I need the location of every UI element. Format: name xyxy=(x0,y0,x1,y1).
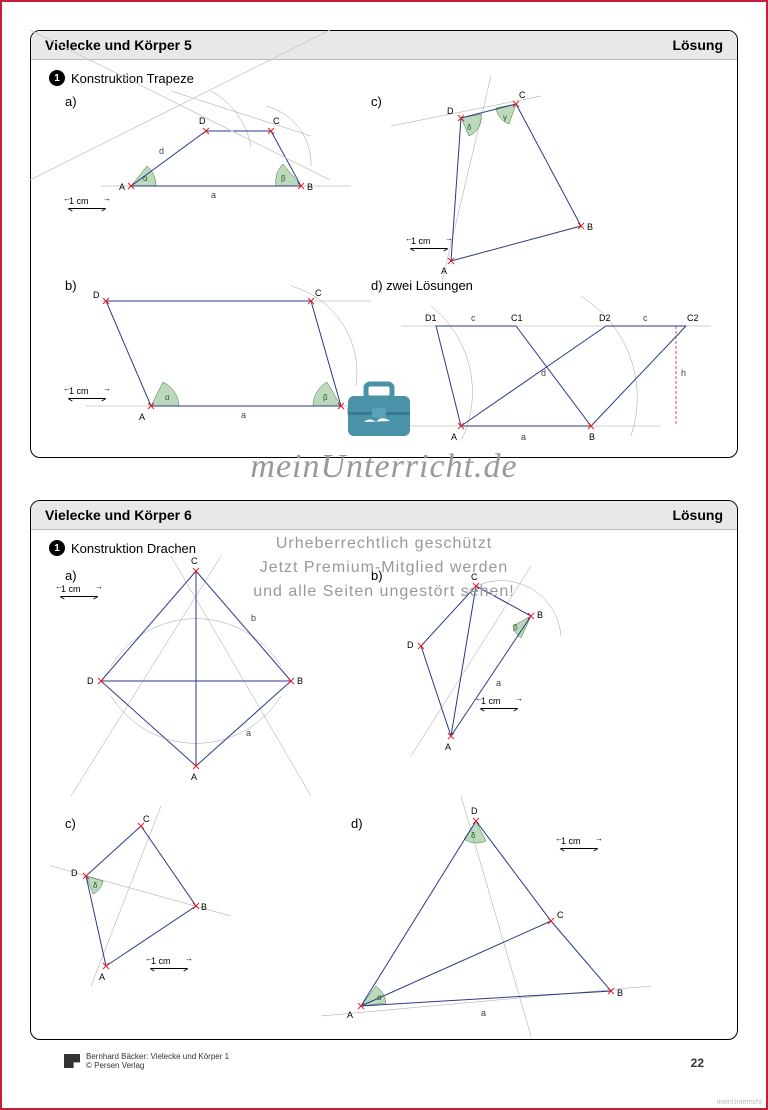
box-solution-label: Lösung xyxy=(672,37,723,53)
svg-text:D: D xyxy=(87,676,94,686)
box-header: Vielecke und Körper 5 Lösung xyxy=(31,31,737,60)
svg-text:C: C xyxy=(557,910,564,920)
svg-text:a: a xyxy=(481,1008,486,1018)
scale-marker: ←→ 1 cm xyxy=(69,196,105,209)
svg-text:a: a xyxy=(241,410,246,420)
svg-text:A: A xyxy=(191,772,197,782)
svg-text:β: β xyxy=(281,174,286,183)
svg-text:α: α xyxy=(377,993,382,1002)
box-title: Vielecke und Körper 5 xyxy=(45,37,192,53)
svg-text:a: a xyxy=(496,678,501,688)
svg-text:δ: δ xyxy=(471,831,476,840)
watermark-line: Jetzt Premium-Mitglied werden xyxy=(0,556,768,580)
briefcase-icon xyxy=(340,378,418,445)
watermark-line: und alle Seiten ungestört sehen! xyxy=(0,580,768,604)
footer-publisher: © Persen Verlag xyxy=(86,1061,229,1070)
svg-text:δ: δ xyxy=(467,123,472,132)
scale-marker: ←→ 1 cm xyxy=(411,236,447,249)
task-line: 1 Konstruktion Trapeze xyxy=(31,60,737,86)
svg-text:α: α xyxy=(165,393,170,402)
figure-2c: A B C D δ xyxy=(61,816,241,986)
svg-text:C2: C2 xyxy=(687,313,699,323)
copyright-badge: meinUnterricht xyxy=(716,1099,762,1106)
task-text: Konstruktion Trapeze xyxy=(71,71,194,86)
svg-text:B: B xyxy=(587,222,593,232)
svg-text:b: b xyxy=(251,613,256,623)
watermark-line: Urheberrechtlich geschützt xyxy=(0,532,768,556)
svg-text:γ: γ xyxy=(503,113,507,122)
svg-text:B: B xyxy=(201,902,207,912)
svg-text:β: β xyxy=(513,623,518,632)
svg-text:d: d xyxy=(541,368,546,378)
task-number-badge: 1 xyxy=(49,70,65,86)
svg-text:C: C xyxy=(143,814,150,824)
svg-text:a: a xyxy=(521,432,526,442)
scale-label: 1 cm xyxy=(69,386,89,396)
svg-text:C: C xyxy=(273,116,280,126)
svg-text:A: A xyxy=(451,432,457,442)
sublabel-c: c) xyxy=(371,94,382,109)
scale-label: 1 cm xyxy=(69,196,89,206)
watermark-logo: meinUnterricht.de xyxy=(0,448,768,486)
figure-1d: A B D1 C1 D2 C2 a c c d h xyxy=(401,296,721,446)
svg-text:A: A xyxy=(441,266,447,276)
svg-text:c: c xyxy=(471,313,476,323)
svg-text:D1: D1 xyxy=(425,313,437,323)
svg-text:c: c xyxy=(643,313,648,323)
page-footer: Bernhard Bäcker: Vielecke und Körper 1 ©… xyxy=(64,1052,704,1070)
svg-text:B: B xyxy=(589,432,595,442)
figure-1a: A B C D a d α β xyxy=(111,96,341,226)
figure-2d: A B C D a α δ xyxy=(331,806,651,1036)
svg-text:δ: δ xyxy=(93,881,98,890)
svg-text:A: A xyxy=(139,412,145,422)
page-number: 22 xyxy=(691,1056,704,1070)
sublabel-b: b) xyxy=(65,278,77,293)
svg-text:B: B xyxy=(297,676,303,686)
svg-text:D: D xyxy=(199,116,206,126)
svg-text:A: A xyxy=(119,182,125,192)
svg-text:D: D xyxy=(407,640,414,650)
figures-area-2: a) b) c) d) ←→ 1 cm A xyxy=(31,556,737,1036)
publisher-logo-icon xyxy=(64,1054,80,1068)
svg-text:a: a xyxy=(246,728,251,738)
footer-author: Bernhard Bäcker: Vielecke und Körper 1 xyxy=(86,1052,229,1061)
svg-text:B: B xyxy=(617,988,623,998)
figure-1c: A B C D δ γ xyxy=(401,86,621,286)
svg-text:C1: C1 xyxy=(511,313,523,323)
svg-text:a: a xyxy=(211,190,216,200)
scale-label: 1 cm xyxy=(411,236,431,246)
figure-1b: A B C D a α β xyxy=(91,286,381,446)
svg-text:B: B xyxy=(537,610,543,620)
box-solution-label: Lösung xyxy=(672,507,723,523)
box-header: Vielecke und Körper 6 Lösung xyxy=(31,501,737,530)
watermark-text: Urheberrechtlich geschützt Jetzt Premium… xyxy=(0,532,768,604)
svg-text:D2: D2 xyxy=(599,313,611,323)
svg-text:β: β xyxy=(323,393,328,402)
svg-text:D: D xyxy=(93,290,100,300)
svg-text:d: d xyxy=(159,146,164,156)
svg-text:B: B xyxy=(307,182,313,192)
svg-text:C: C xyxy=(315,288,322,298)
svg-text:A: A xyxy=(445,742,451,752)
svg-text:h: h xyxy=(681,368,686,378)
svg-text:C: C xyxy=(519,90,526,100)
svg-text:D: D xyxy=(71,868,78,878)
box-title: Vielecke und Körper 6 xyxy=(45,507,192,523)
svg-text:α: α xyxy=(143,174,148,183)
sublabel-a: a) xyxy=(65,94,77,109)
svg-text:D: D xyxy=(447,106,454,116)
svg-text:A: A xyxy=(99,972,105,982)
svg-text:D: D xyxy=(471,806,478,816)
svg-text:A: A xyxy=(347,1010,353,1020)
